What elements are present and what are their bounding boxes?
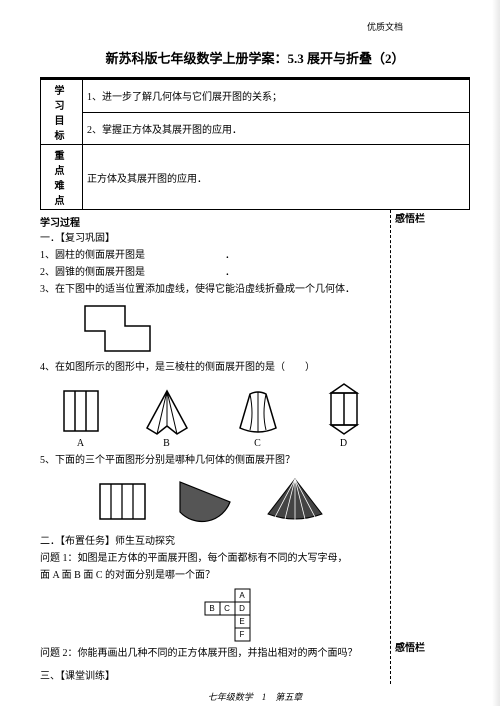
net-E: E (239, 617, 244, 626)
question-1: 1、圆柱的侧面展开图是 ． (40, 248, 384, 263)
option-b-fig (137, 386, 197, 436)
problem-2: 问题 2：你能再画出几种不同的正方体展开图，并指出相对的两个面吗？ (40, 646, 384, 661)
meta-label-goal: 目 标 (49, 112, 78, 142)
question-3: 3、在下图中的适当位置添加虚线，使得它能沿虚线折叠成一个几何体． (40, 282, 384, 297)
question-2: 2、圆锥的侧面展开图是 ． (40, 265, 384, 280)
problem-1a: 问题 1：如图是正方体的平面展开图，每个面都标有不同的大写字母， (40, 551, 384, 566)
net-A: A (239, 591, 245, 600)
option-d-fig (319, 381, 369, 436)
meta-label-key: 重 点 (49, 147, 78, 177)
main-column: 学习过程 一．【复习巩固】 1、圆柱的侧面展开图是 ． 2、圆锥的侧面展开图是 … (40, 210, 390, 684)
option-a-label: A (56, 436, 106, 451)
option-a-fig (56, 386, 106, 436)
q5-fig3 (260, 474, 330, 524)
meta-focus: 正方体及其展开图的应用． (83, 145, 470, 210)
q5-fig2 (170, 474, 240, 524)
cube-net: A B C D E F (190, 587, 384, 642)
meta-label-study: 学 习 (49, 82, 78, 112)
meta-table: 学 习 目 标 1、进一步了解几何体与它们展开图的关系； 2、掌握正方体及其展开… (40, 79, 470, 210)
meta-goal1: 1、进一步了解几何体与它们展开图的关系； (83, 80, 470, 113)
section-3: 三、【课堂训练】 (40, 669, 384, 684)
net-C: C (224, 604, 230, 613)
process-label: 学习过程 (40, 216, 384, 231)
figure-q3 (80, 301, 384, 356)
doc-watermark: 优质文档 (300, 20, 470, 33)
section-1: 一．【复习巩固】 (40, 231, 384, 246)
figure-q4-options: A B C (40, 381, 384, 451)
meta-goal2: 2、掌握正方体及其展开图的应用． (83, 112, 470, 145)
page-shadow (492, 0, 500, 706)
side-label-bottom: 感悟栏 (395, 639, 425, 654)
figure-q5 (40, 474, 384, 524)
problem-1b: 面 A 面 B 面 C 的对面分别是哪一个面？ (40, 568, 384, 583)
meta-label-hard: 难 点 (49, 177, 78, 207)
q5-fig1 (95, 479, 150, 524)
net-F: F (240, 630, 245, 639)
option-d-label: D (319, 436, 369, 451)
option-c-fig (228, 386, 288, 436)
page-footer: 七年级数学 1 第五章 (40, 690, 470, 703)
question-5: 5、下面的三个平面图形分别是哪种几何体的侧面展开图？ (40, 453, 384, 468)
side-column: 感悟栏 感悟栏 (390, 210, 450, 684)
net-D: D (239, 604, 245, 613)
section-2: 二．【布置任务】师生互动探究 (40, 534, 384, 549)
side-label-top: 感悟栏 (395, 210, 450, 225)
question-4: 4、在如图所示的图形中，是三棱柱的侧面展开图的是（ ） (40, 360, 384, 375)
option-b-label: B (137, 436, 197, 451)
page-title: 新苏科版七年级数学上册学案：5.3 展开与折叠（2） (40, 48, 470, 67)
option-c-label: C (228, 436, 288, 451)
net-B: B (209, 604, 214, 613)
